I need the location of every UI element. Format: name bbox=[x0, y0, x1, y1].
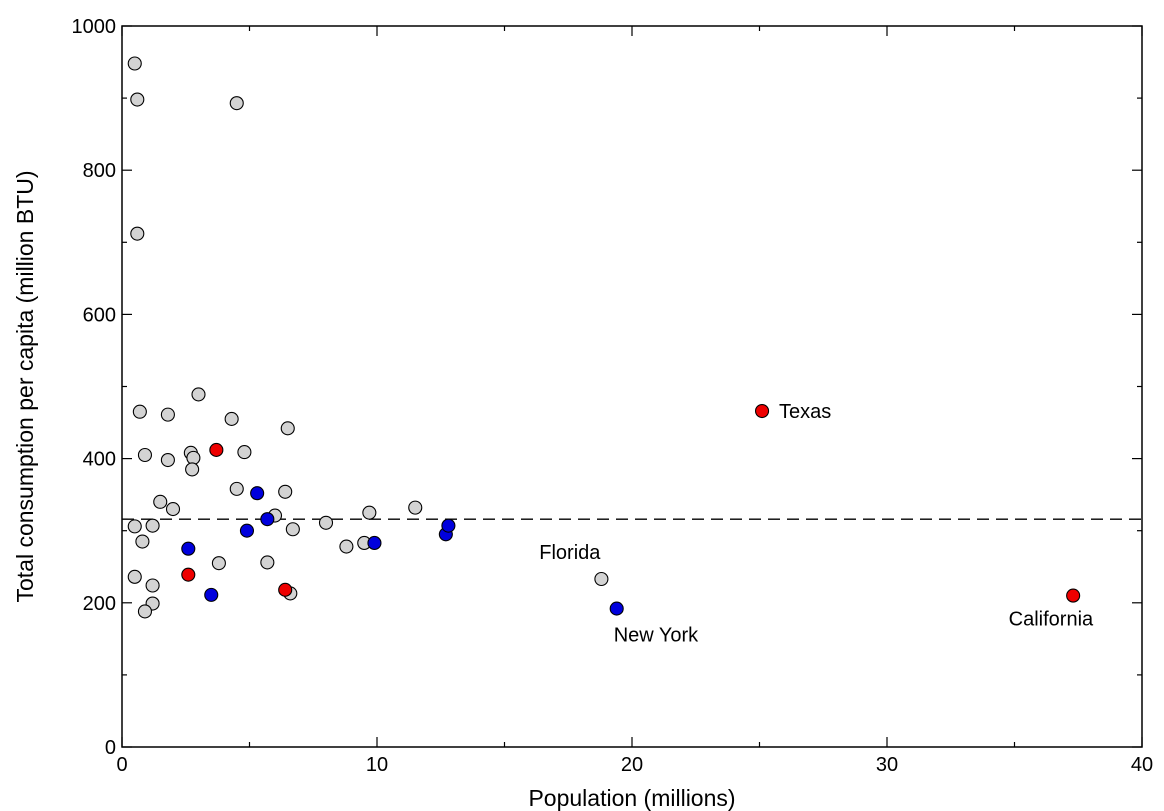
y-tick-label: 800 bbox=[83, 160, 116, 182]
x-axis-label: Population (millions) bbox=[528, 785, 735, 811]
plot-frame bbox=[121, 25, 1143, 748]
red-data-point bbox=[181, 567, 196, 582]
blue-data-point bbox=[204, 587, 219, 602]
gray-data-point bbox=[130, 226, 145, 241]
gray-data-point bbox=[145, 578, 160, 593]
gray-data-point bbox=[278, 484, 293, 499]
y-tick-label: 1000 bbox=[72, 16, 117, 38]
red-data-point bbox=[754, 403, 770, 419]
red-data-point bbox=[1066, 588, 1081, 603]
gray-data-point bbox=[130, 92, 145, 107]
point-annotation-label: New York bbox=[614, 625, 699, 647]
x-tick-label: 40 bbox=[1131, 754, 1153, 776]
blue-data-point bbox=[609, 601, 624, 616]
gray-data-point bbox=[224, 411, 239, 426]
gray-data-point bbox=[160, 407, 175, 422]
y-tick-label: 400 bbox=[83, 449, 116, 471]
gray-data-point bbox=[132, 404, 147, 419]
blue-data-point bbox=[367, 535, 382, 551]
gray-data-point bbox=[408, 500, 423, 515]
gray-data-point bbox=[594, 571, 609, 587]
gray-data-point bbox=[362, 505, 377, 520]
gray-data-point bbox=[186, 450, 201, 465]
gray-data-point bbox=[339, 539, 354, 554]
gray-data-point bbox=[229, 96, 244, 111]
gray-data-point bbox=[137, 447, 152, 463]
gray-data-point bbox=[127, 519, 142, 534]
y-tick-label: 600 bbox=[83, 304, 116, 326]
gray-data-point bbox=[318, 515, 334, 530]
gray-data-point bbox=[160, 452, 175, 468]
y-axis-label: Total consumption per capita (million BT… bbox=[12, 170, 38, 602]
blue-data-point bbox=[250, 486, 265, 501]
point-annotation-label: Texas bbox=[779, 401, 831, 423]
point-annotations: Texas Florida New York California bbox=[539, 401, 1094, 647]
gray-data-point bbox=[285, 522, 300, 537]
gray-data-point bbox=[145, 518, 160, 533]
y-tick-label: 200 bbox=[83, 593, 116, 615]
gray-data-point bbox=[237, 445, 252, 460]
gray-data-point bbox=[191, 387, 206, 402]
gray-data-point bbox=[280, 421, 295, 436]
gray-data-point bbox=[229, 481, 244, 496]
gray-data-point bbox=[127, 56, 142, 71]
blue-data-point bbox=[260, 512, 275, 527]
y-tick-label: 0 bbox=[105, 737, 116, 759]
gray-data-point bbox=[211, 556, 226, 571]
gray-data-point bbox=[135, 534, 150, 549]
gray-data-point bbox=[260, 555, 275, 570]
point-annotation-label: Florida bbox=[539, 542, 601, 564]
gray-data-point bbox=[165, 502, 181, 517]
blue-data-point bbox=[441, 518, 456, 533]
x-tick-label: 0 bbox=[116, 754, 127, 776]
gray-data-point bbox=[185, 462, 200, 477]
blue-data-point bbox=[181, 541, 196, 556]
gray-data-point bbox=[137, 604, 152, 619]
data-points bbox=[127, 56, 1081, 619]
x-tick-label: 10 bbox=[366, 754, 388, 776]
red-data-point bbox=[209, 442, 224, 457]
x-tick-label: 20 bbox=[621, 754, 643, 776]
gray-data-point bbox=[153, 494, 168, 509]
x-tick-label: 30 bbox=[876, 754, 898, 776]
gray-data-point bbox=[127, 569, 142, 584]
red-data-point bbox=[278, 582, 293, 597]
point-annotation-label: California bbox=[1009, 609, 1094, 631]
blue-data-point bbox=[239, 523, 254, 538]
